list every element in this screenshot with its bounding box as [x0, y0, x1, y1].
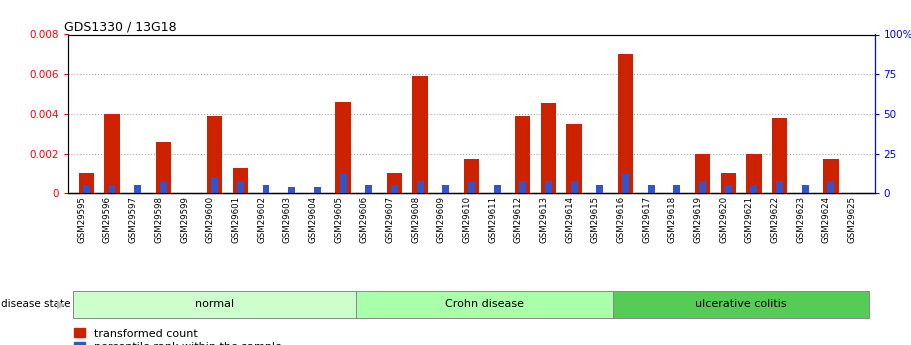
Text: GSM29598: GSM29598 [154, 196, 163, 243]
Bar [494, 185, 500, 193]
Text: GSM29603: GSM29603 [282, 196, 292, 243]
Bar [365, 185, 373, 193]
Bar [567, 124, 582, 193]
Bar [802, 185, 809, 193]
Legend: transformed count, percentile rank within the sample: transformed count, percentile rank withi… [74, 328, 281, 345]
Bar [824, 159, 839, 193]
Bar [207, 116, 222, 193]
Text: GSM29619: GSM29619 [693, 196, 702, 243]
Bar [570, 180, 578, 193]
Bar [776, 180, 783, 193]
Bar [211, 177, 218, 193]
Bar [746, 154, 762, 193]
Bar [772, 118, 787, 193]
Text: ▶: ▶ [57, 299, 66, 309]
Text: GSM29597: GSM29597 [128, 196, 138, 243]
Text: GSM29615: GSM29615 [591, 196, 599, 243]
Bar [391, 185, 398, 193]
Text: GSM29607: GSM29607 [385, 196, 394, 243]
FancyBboxPatch shape [356, 291, 613, 318]
Text: GSM29621: GSM29621 [745, 196, 754, 243]
FancyBboxPatch shape [613, 291, 869, 318]
Bar [648, 185, 655, 193]
Bar [314, 187, 321, 193]
Text: GSM29620: GSM29620 [719, 196, 728, 243]
Bar [541, 103, 557, 193]
Bar [443, 185, 449, 193]
Text: GSM29609: GSM29609 [436, 196, 445, 243]
Bar [695, 154, 711, 193]
Text: GSM29601: GSM29601 [231, 196, 241, 243]
Bar [159, 182, 167, 193]
Text: GSM29605: GSM29605 [334, 196, 343, 243]
Bar [156, 141, 171, 193]
Bar [288, 187, 295, 193]
Text: GSM29596: GSM29596 [103, 196, 112, 243]
Text: normal: normal [195, 299, 234, 309]
Bar [545, 180, 552, 193]
Text: GSM29608: GSM29608 [411, 196, 420, 243]
Text: disease state: disease state [1, 299, 70, 309]
Text: GSM29623: GSM29623 [796, 196, 805, 243]
Text: GSM29625: GSM29625 [847, 196, 856, 243]
Text: GSM29613: GSM29613 [539, 196, 548, 243]
FancyBboxPatch shape [74, 291, 356, 318]
Text: GSM29617: GSM29617 [642, 196, 651, 243]
Text: Crohn disease: Crohn disease [445, 299, 524, 309]
Text: GSM29604: GSM29604 [309, 196, 317, 243]
Bar [725, 185, 732, 193]
Bar [108, 185, 116, 193]
Text: GSM29614: GSM29614 [565, 196, 574, 243]
Bar [83, 185, 90, 193]
Bar [335, 102, 351, 193]
Bar [622, 174, 629, 193]
Bar [515, 116, 530, 193]
Bar [464, 159, 479, 193]
Text: GSM29602: GSM29602 [257, 196, 266, 243]
Bar [597, 185, 603, 193]
Text: GSM29622: GSM29622 [771, 196, 780, 243]
Bar [232, 168, 248, 193]
Text: GSM29616: GSM29616 [617, 196, 626, 243]
Bar [340, 174, 346, 193]
Text: GSM29612: GSM29612 [514, 196, 523, 243]
Text: GSM29599: GSM29599 [180, 196, 189, 243]
Text: GSM29606: GSM29606 [360, 196, 369, 243]
Bar [134, 185, 141, 193]
Bar [618, 54, 633, 193]
Bar [721, 173, 736, 193]
Bar [78, 173, 94, 193]
Bar [413, 76, 428, 193]
Bar [519, 180, 527, 193]
Bar [416, 180, 424, 193]
Text: GSM29618: GSM29618 [668, 196, 677, 243]
Bar [104, 114, 119, 193]
Text: GSM29624: GSM29624 [822, 196, 831, 243]
Bar [237, 180, 244, 193]
Bar [386, 173, 402, 193]
Bar [827, 180, 834, 193]
Text: GSM29611: GSM29611 [488, 196, 497, 243]
Bar [262, 185, 270, 193]
Text: GDS1330 / 13G18: GDS1330 / 13G18 [65, 20, 177, 33]
Text: ulcerative colitis: ulcerative colitis [695, 299, 787, 309]
Bar [751, 185, 757, 193]
Bar [468, 182, 475, 193]
Text: GSM29600: GSM29600 [206, 196, 215, 243]
Text: GSM29610: GSM29610 [463, 196, 472, 243]
Bar [673, 185, 681, 193]
Text: GSM29595: GSM29595 [77, 196, 87, 243]
Bar [699, 180, 706, 193]
